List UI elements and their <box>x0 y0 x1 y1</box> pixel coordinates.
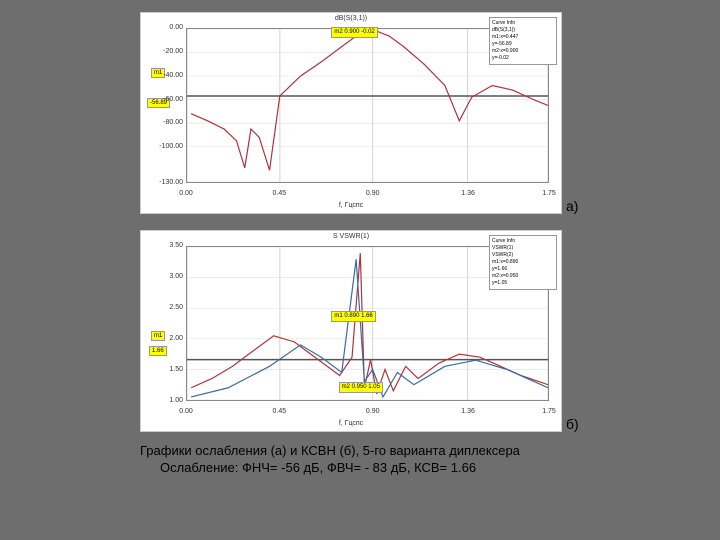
xtick-label: 0.00 <box>179 408 193 415</box>
xtick-label: 1.36 <box>461 190 475 197</box>
legend-line: m1:x=0.890 <box>492 259 554 266</box>
xtick-label: 1.36 <box>461 408 475 415</box>
ytick-label: -130.00 <box>143 179 183 186</box>
ytick-label: 0.00 <box>143 24 183 31</box>
xtick-label: 1.75 <box>542 408 556 415</box>
chart-a-marker-top: m2 0.900 -0.02 <box>331 27 377 38</box>
caption: Графики ослабления (а) и КСВН (б), 5-го … <box>140 442 580 476</box>
legend-line: m1:x=0.447 <box>492 34 554 41</box>
ytick-label: -40.00 <box>143 72 183 79</box>
chart-a-title: dB(S(3,1)) <box>335 15 367 22</box>
ytick-label: -100.00 <box>143 143 183 150</box>
ytick-label: 1.50 <box>143 366 183 373</box>
ytick-label: 3.00 <box>143 273 183 280</box>
legend-line: m2:x=0.950 <box>492 273 554 280</box>
chart-b-marker-top: m1 0.890 1.66 <box>331 311 375 322</box>
legend-line: Curve Info <box>492 238 554 245</box>
ytick-label: 2.50 <box>143 304 183 311</box>
legend-line: Curve Info <box>492 20 554 27</box>
chart-b-panel: S VSWR(1) m1 0.890 1.66 m2 0.950 1.05 m1… <box>140 230 562 432</box>
xtick-label: 0.45 <box>273 190 287 197</box>
chart-b-title: S VSWR(1) <box>333 233 369 240</box>
legend-line: VSWR(1) <box>492 245 554 252</box>
chart-b-xaxis: f, Гцспс <box>339 420 363 427</box>
ytick-label: 2.00 <box>143 335 183 342</box>
ytick-label: -60.00 <box>143 96 183 103</box>
chart-b-side-m2: 1.66 <box>149 346 167 356</box>
slide: dB(S(3,1)) m2 0.900 -0.02 m1 -56.89 Curv… <box>0 0 720 540</box>
chart-a-xaxis: f, Гцспс <box>339 202 363 209</box>
label-a: а) <box>566 198 578 214</box>
legend-line: m2:x=0.900 <box>492 48 554 55</box>
ytick-label: -80.00 <box>143 119 183 126</box>
xtick-label: 0.00 <box>179 190 193 197</box>
chart-a-panel: dB(S(3,1)) m2 0.900 -0.02 m1 -56.89 Curv… <box>140 12 562 214</box>
chart-b-legend: Curve InfoVSWR(1)VSWR(2)m1:x=0.890y=1.66… <box>489 235 557 290</box>
caption-line2: Ослабление: ФНЧ= -56 дБ, ФВЧ= - 83 дБ, К… <box>140 459 580 476</box>
legend-line: y=1.66 <box>492 266 554 273</box>
legend-line: y=-56.89 <box>492 41 554 48</box>
legend-line: y=1.05 <box>492 280 554 287</box>
ytick-label: 1.00 <box>143 397 183 404</box>
ytick-label: 3.50 <box>143 242 183 249</box>
caption-line1: Графики ослабления (а) и КСВН (б), 5-го … <box>140 442 580 459</box>
chart-a-legend: Curve InfodB(S(3,1))m1:x=0.447y=-56.89m2… <box>489 17 557 65</box>
xtick-label: 0.90 <box>366 408 380 415</box>
xtick-label: 0.45 <box>273 408 287 415</box>
xtick-label: 0.90 <box>366 190 380 197</box>
ytick-label: -20.00 <box>143 48 183 55</box>
legend-line: VSWR(2) <box>492 252 554 259</box>
label-b: б) <box>566 416 579 432</box>
legend-line: y=-0.02 <box>492 55 554 62</box>
xtick-label: 1.75 <box>542 190 556 197</box>
legend-line: dB(S(3,1)) <box>492 27 554 34</box>
chart-b-marker-bot: m2 0.950 1.05 <box>339 382 383 393</box>
